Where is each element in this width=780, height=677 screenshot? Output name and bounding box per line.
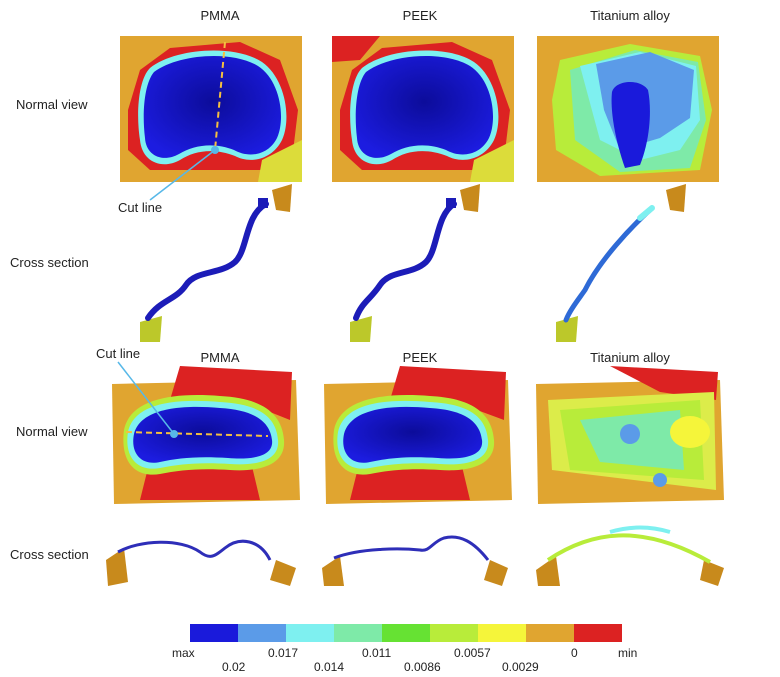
cut-line-label-bottom: Cut line bbox=[96, 346, 141, 361]
titanium-top-normal-view bbox=[537, 36, 719, 182]
row-label-normal-view-bottom: Normal view bbox=[16, 424, 88, 439]
cut-line-label-top: Cut line bbox=[118, 200, 163, 215]
colorbar-swatch-8 bbox=[526, 624, 574, 642]
peek-top-normal-view bbox=[332, 36, 514, 182]
column-header-titanium-top: Titanium alloy bbox=[590, 8, 670, 23]
titanium-bottom-normal-view bbox=[536, 366, 724, 504]
colorbar-label-0-0029: 0.0029 bbox=[502, 660, 539, 674]
row-label-cross-section-bottom: Cross section bbox=[10, 547, 89, 562]
column-header-peek-top: PEEK bbox=[402, 8, 438, 23]
colorbar-label-min: min bbox=[618, 646, 638, 660]
column-header-peek-bottom: PEEK bbox=[402, 350, 438, 365]
titanium-bottom-cross-section bbox=[536, 525, 724, 586]
colorbar-swatch-7 bbox=[478, 624, 526, 642]
column-header-pmma-top: PMMA bbox=[200, 8, 240, 23]
colorbar-label-0-02: 0.02 bbox=[222, 660, 246, 674]
colorbar-label-0-017: 0.017 bbox=[268, 646, 299, 660]
titanium-top-cross-section bbox=[556, 184, 686, 342]
pmma-bottom-normal-view bbox=[112, 361, 300, 504]
colorbar-label-0-0057: 0.0057 bbox=[454, 646, 491, 660]
pmma-bottom-cross-section bbox=[106, 539, 296, 586]
peek-top-cross-section bbox=[350, 184, 480, 342]
colorbar-swatch-1 bbox=[190, 624, 238, 642]
colorbar-swatch-9 bbox=[574, 624, 622, 642]
row-label-normal-view-top: Normal view bbox=[16, 97, 88, 112]
peek-bottom-normal-view bbox=[324, 366, 512, 504]
column-header-titanium-bottom: Titanium alloy bbox=[590, 350, 670, 365]
column-header-pmma-bottom: PMMA bbox=[200, 350, 240, 365]
row-label-cross-section-top: Cross section bbox=[10, 255, 89, 270]
colorbar-label-0: 0 bbox=[571, 646, 578, 660]
peek-bottom-cross-section bbox=[322, 535, 508, 586]
colorbar-swatch-2 bbox=[238, 624, 286, 642]
pmma-top-normal-view bbox=[120, 36, 302, 201]
colorbar-label-0-011: 0.011 bbox=[362, 646, 392, 660]
colorbar-swatch-6 bbox=[430, 624, 478, 642]
colorbar-swatch-4 bbox=[334, 624, 382, 642]
colorbar-swatch-3 bbox=[286, 624, 334, 642]
colorbar-label-0-014: 0.014 bbox=[314, 660, 345, 674]
pmma-top-cross-section bbox=[140, 184, 292, 342]
colorbar-label-0-0086: 0.0086 bbox=[404, 660, 441, 674]
colorbar-swatch-5 bbox=[382, 624, 430, 642]
colorbar-label-max: max bbox=[172, 646, 195, 660]
